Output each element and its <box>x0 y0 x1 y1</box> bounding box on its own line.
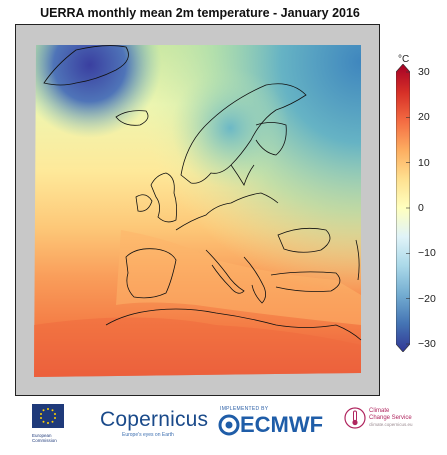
colorbar-tick-label: −20 <box>418 292 436 305</box>
copernicus-logo: Copernicus Europe's eyes on Earth <box>100 408 208 438</box>
c3s-logo: Climate Change Service climate.copernicu… <box>344 406 413 430</box>
colorbar-tick-label: 10 <box>418 156 430 169</box>
colorbar-unit: °C <box>398 54 410 65</box>
colorbar-tick-label: 30 <box>418 66 430 78</box>
c3s-thermometer-icon <box>344 407 366 429</box>
colorbar-tick-label: 0 <box>418 202 424 214</box>
c3s-url: climate.copernicus.eu <box>369 422 413 427</box>
c3s-line2: Change Service <box>369 415 412 421</box>
european-commission-logo: European Commission <box>32 404 64 443</box>
colorbar <box>396 64 410 352</box>
ec-line1: European <box>32 433 52 438</box>
colorbar-tick-label: 20 <box>418 111 430 124</box>
coastlines <box>43 45 362 341</box>
colorbar-tick-label: −10 <box>418 247 436 260</box>
ecmwf-logo: IMPLEMENTED BY ECMWF <box>218 406 323 438</box>
temperature-field <box>34 45 362 377</box>
map-title: UERRA monthly mean 2m temperature - Janu… <box>40 6 360 20</box>
ecmwf-implemented-by: IMPLEMENTED BY <box>220 406 269 412</box>
copernicus-tagline: Europe's eyes on Earth <box>122 432 174 438</box>
ecmwf-swirl-icon <box>218 414 240 436</box>
ec-flag-icon <box>32 404 64 428</box>
ec-line2: Commission <box>32 438 57 443</box>
ecmwf-name: ECMWF <box>240 412 324 437</box>
temperature-map <box>15 24 380 396</box>
footer-logos: European Commission Copernicus Europe's … <box>0 400 447 455</box>
copernicus-name: Copernicus <box>100 408 209 431</box>
colorbar-tick-label: −30 <box>418 338 436 350</box>
c3s-line1: Climate <box>369 408 390 414</box>
